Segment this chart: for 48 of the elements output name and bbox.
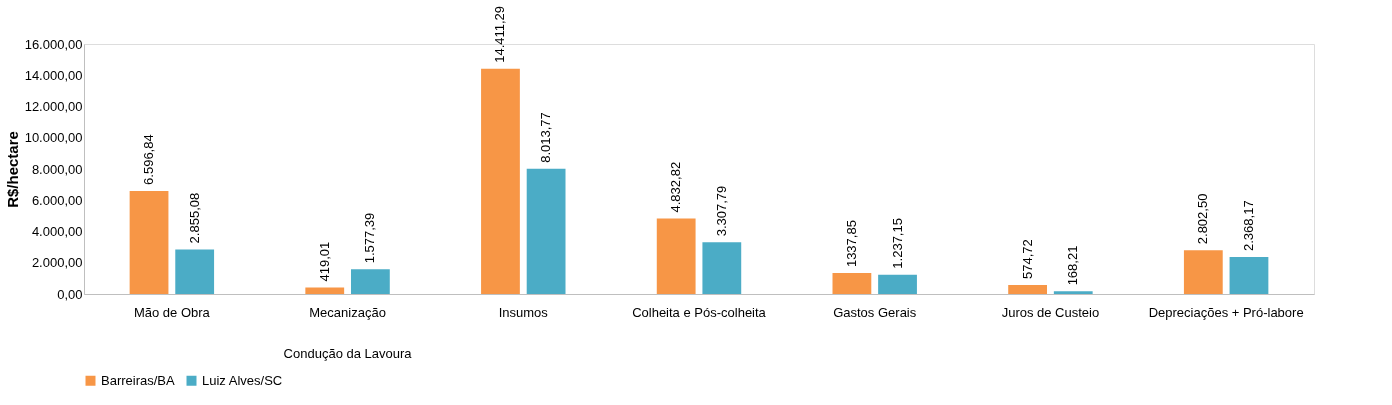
data-label: 2.368,17: [1240, 200, 1256, 251]
bar: [1008, 285, 1048, 294]
y-tick-label: 12.000,00: [24, 99, 83, 114]
bar: [129, 190, 169, 294]
x-tick-label: Depreciações + Pró-labore: [1148, 304, 1304, 320]
data-label: 8.013,77: [538, 112, 554, 163]
y-tick-label: 10.000,00: [24, 130, 83, 146]
data-label: 4.832,82: [668, 161, 684, 213]
data-label: 1.237,15: [889, 218, 905, 269]
y-tick-label: 16.000,00: [24, 36, 83, 52]
y-tick-label: 2.000,00: [31, 255, 83, 271]
x-tick-label: Mão de Obra: [133, 304, 211, 320]
legend-label: Barreiras/BA: [101, 372, 176, 388]
x-tick-label: Mecanização: [309, 304, 386, 320]
y-tick-label: 0,00: [57, 286, 83, 302]
bar: [1053, 291, 1093, 294]
text: Condução da Lavoura: [283, 346, 413, 361]
bar: [702, 242, 742, 294]
data-label: 3.307,79: [713, 185, 729, 237]
bar: [656, 218, 696, 294]
y-tick-label: 4.000,00: [31, 224, 83, 239]
legend-label: Luiz Alves/SC: [202, 372, 283, 388]
y-tick-label: 6.000,00: [31, 192, 83, 208]
x-tick-label: Juros de Custeio: [1001, 304, 1100, 320]
bar: [305, 287, 345, 294]
data-label: 168,21: [1065, 245, 1081, 286]
bar: [481, 68, 520, 294]
y-axis-title: R$/hectare: [3, 131, 21, 208]
data-label: 574,72: [1019, 239, 1035, 280]
data-label: 2.802,50: [1195, 193, 1211, 245]
data-label: 14.411,29: [492, 5, 508, 63]
data-label: 1.577,39: [362, 212, 378, 264]
bar: [878, 274, 917, 294]
bar: [175, 249, 215, 294]
data-label: 1337,85: [843, 220, 859, 268]
bar: [1183, 250, 1223, 294]
y-tick-label: 8.000,00: [31, 161, 83, 177]
x-tick-label: Insumos: [498, 304, 549, 320]
bar: [350, 269, 390, 294]
x-tick-label: Colheita e Pós-colheita: [632, 304, 767, 320]
data-label: 2.855,08: [186, 192, 202, 244]
y-tick-label: 14.000,00: [24, 67, 83, 83]
bar: [1229, 257, 1269, 294]
data-label: 419,01: [316, 241, 332, 282]
bar: [832, 273, 872, 294]
bar: [526, 168, 566, 294]
x-tick-label: Gastos Gerais: [833, 304, 917, 320]
data-label: 6.596,84: [141, 134, 157, 185]
